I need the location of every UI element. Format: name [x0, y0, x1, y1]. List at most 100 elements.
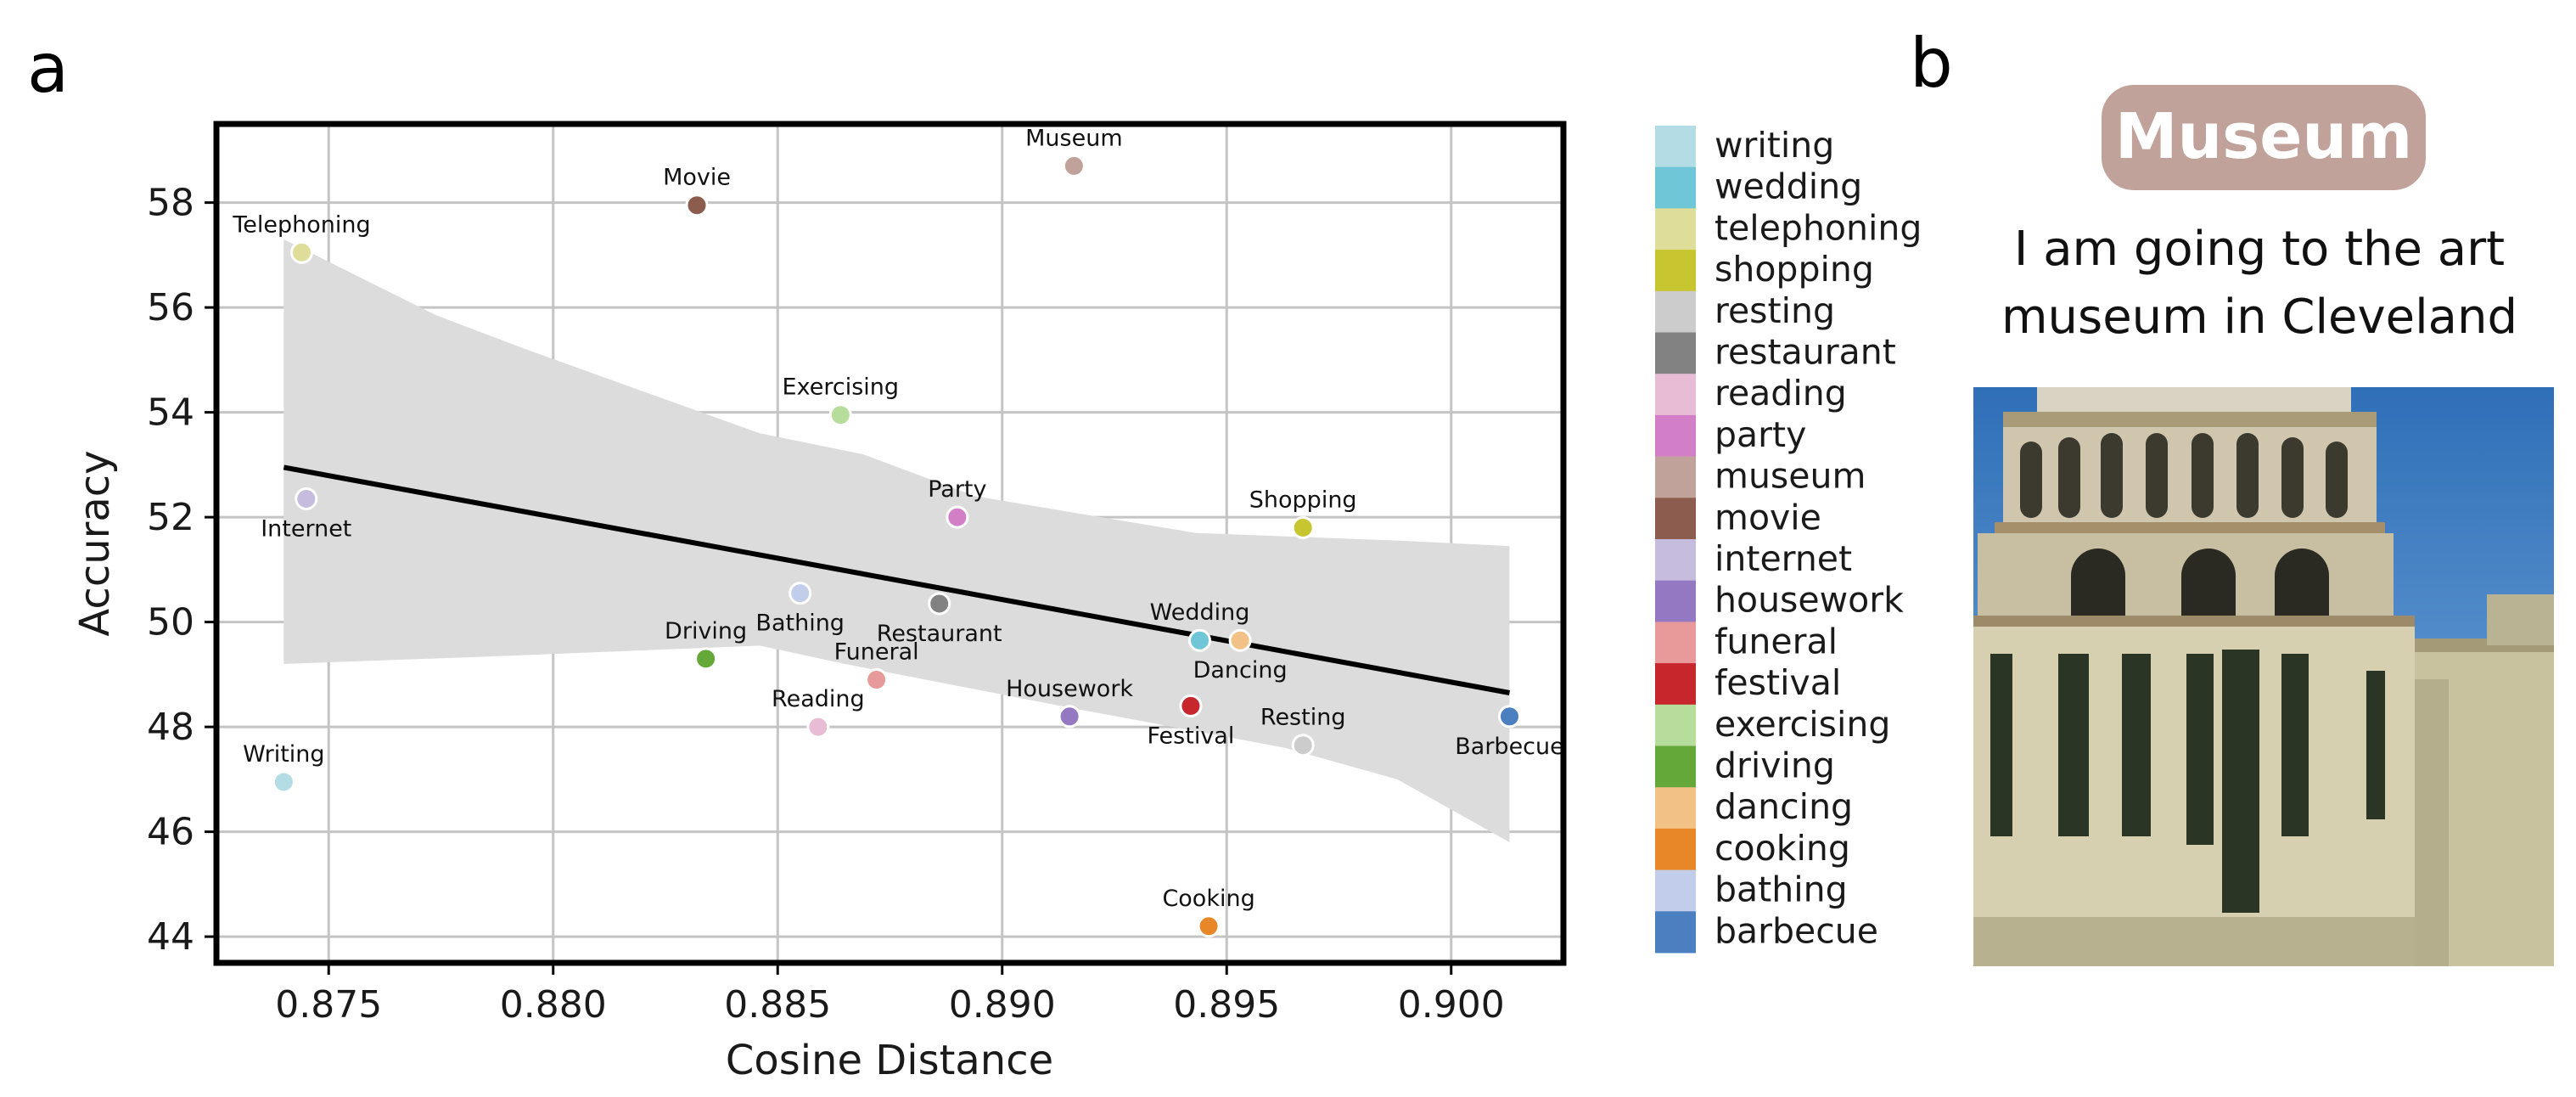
legend-swatch-resting: [1655, 290, 1696, 333]
x-tick-label: 0.890: [949, 983, 1056, 1027]
legend-swatch-barbecue: [1655, 911, 1696, 954]
point-label-resting: Resting: [1260, 705, 1346, 731]
legend-label-telephoning: telephoning: [1715, 207, 1922, 248]
plot-frame: [213, 121, 1567, 966]
legend-label-cooking: cooking: [1715, 828, 1850, 869]
point-label-shopping: Shopping: [1249, 487, 1357, 513]
legend-swatch-housework: [1655, 580, 1696, 622]
point-label-party: Party: [928, 476, 986, 503]
confidence-band: [283, 239, 1510, 842]
point-label-restaurant: Restaurant: [877, 621, 1002, 647]
museum-building-photo: [1973, 387, 2554, 966]
legend-label-exercising: exercising: [1715, 704, 1890, 745]
point-label-festival: Festival: [1148, 723, 1235, 749]
point-museum: [1062, 154, 1086, 177]
point-wedding: [1188, 628, 1212, 652]
point-labels: Writing Telephoning Internet Movie Driving Ba…: [232, 125, 1563, 911]
point-label-writing: Writing: [243, 741, 324, 768]
point-cooking: [1197, 914, 1221, 938]
point-label-reading: Reading: [772, 686, 865, 712]
point-exercising: [828, 403, 852, 427]
regression-line: [283, 464, 1511, 695]
x-tick-label: 0.900: [1398, 983, 1505, 1027]
point-driving: [694, 647, 718, 671]
legend-swatch-museum: [1655, 456, 1696, 498]
legend-label-dancing: dancing: [1715, 786, 1853, 827]
legend-swatch-driving: [1655, 745, 1696, 788]
point-housework: [1058, 705, 1081, 729]
legend-swatch-restaurant: [1655, 332, 1696, 374]
point-label-telephoning: Telephoning: [232, 211, 370, 238]
y-tick-label: 44: [147, 915, 194, 959]
point-label-movie: Movie: [663, 165, 731, 191]
point-label-driving: Driving: [665, 618, 747, 644]
x-axis-title: Cosine Distance: [726, 1037, 1053, 1084]
legend-label-funeral: funeral: [1715, 621, 1838, 661]
legend-swatch-writing: [1655, 126, 1696, 168]
point-internet: [295, 487, 318, 511]
legend: writingweddingtelephoningshoppingresting…: [1655, 125, 1922, 954]
y-tick-label: 56: [147, 286, 194, 329]
point-shopping: [1291, 515, 1315, 539]
y-tick-label: 50: [147, 601, 194, 644]
point-label-barbecue: Barbecue: [1455, 734, 1564, 760]
y-tick-label: 48: [147, 706, 194, 749]
museum-badge: [2102, 85, 2426, 190]
y-axis-ticks: 44 46 48 50 52 54 56 58: [147, 182, 216, 959]
y-tick-label: 58: [147, 182, 194, 225]
panel-label-b: b: [1910, 24, 1953, 103]
point-writing: [272, 770, 295, 794]
x-axis-ticks: 0.875 0.880 0.885 0.890 0.895 0.900: [275, 963, 1505, 1027]
y-axis-title: Accuracy: [71, 450, 119, 636]
x-tick-label: 0.885: [724, 983, 831, 1027]
legend-label-movie: movie: [1715, 497, 1821, 537]
point-label-internet: Internet: [261, 516, 351, 543]
point-party: [946, 505, 969, 529]
point-dancing: [1228, 628, 1252, 652]
legend-swatch-festival: [1655, 663, 1696, 706]
legend-swatch-shopping: [1655, 250, 1696, 292]
caption-line-1: I am going to the art: [2014, 222, 2505, 277]
legend-label-writing: writing: [1715, 125, 1834, 166]
legend-label-museum: museum: [1715, 456, 1866, 497]
legend-swatch-telephoning: [1655, 208, 1696, 250]
legend-label-party: party: [1715, 414, 1806, 455]
x-tick-label: 0.880: [500, 983, 607, 1027]
point-label-bathing: Bathing: [755, 610, 845, 637]
legend-swatch-bathing: [1655, 869, 1696, 912]
x-tick-label: 0.895: [1173, 983, 1280, 1027]
point-label-cooking: Cooking: [1162, 886, 1254, 912]
legend-label-housework: housework: [1715, 580, 1904, 621]
legend-label-restaurant: restaurant: [1715, 332, 1896, 373]
legend-swatch-reading: [1655, 374, 1696, 416]
legend-swatch-movie: [1655, 498, 1696, 540]
legend-label-wedding: wedding: [1715, 166, 1862, 207]
museum-badge-label: Museum: [2115, 100, 2412, 173]
point-label-exercising: Exercising: [783, 374, 900, 401]
point-reading: [806, 715, 830, 739]
legend-label-driving: driving: [1715, 745, 1835, 786]
point-bathing: [789, 582, 812, 605]
legend-label-barbecue: barbecue: [1715, 910, 1878, 951]
legend-swatch-cooking: [1655, 828, 1696, 871]
point-festival: [1179, 694, 1203, 717]
point-telephoning: [290, 240, 314, 264]
legend-swatch-funeral: [1655, 622, 1696, 664]
legend-swatch-internet: [1655, 539, 1696, 582]
point-restaurant: [928, 592, 951, 616]
legend-swatch-exercising: [1655, 704, 1696, 746]
x-tick-label: 0.875: [275, 983, 382, 1027]
point-movie: [685, 194, 709, 217]
legend-label-bathing: bathing: [1715, 869, 1848, 910]
point-label-funeral: Funeral: [834, 639, 919, 666]
point-label-dancing: Dancing: [1193, 657, 1288, 684]
legend-label-festival: festival: [1715, 662, 1841, 703]
point-barbecue: [1498, 705, 1522, 729]
legend-label-reading: reading: [1715, 373, 1847, 413]
legend-swatch-wedding: [1655, 166, 1696, 209]
panel-label-a: a: [27, 29, 69, 108]
y-tick-label: 46: [147, 811, 194, 854]
legend-label-internet: internet: [1715, 538, 1852, 579]
data-points: [272, 154, 1522, 938]
